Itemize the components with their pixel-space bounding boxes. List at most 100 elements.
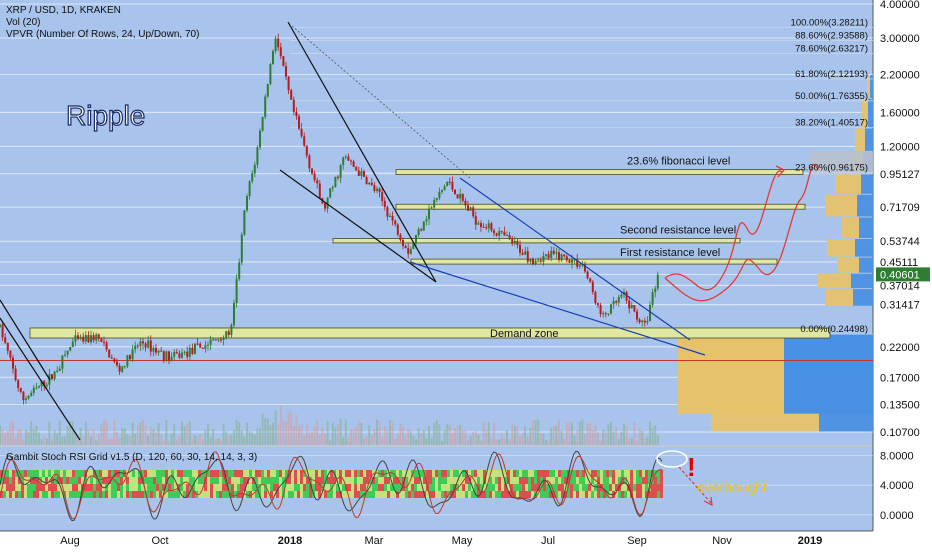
osc-grid-cell	[636, 484, 639, 491]
osc-grid-cell	[60, 484, 63, 491]
volume-bar	[209, 437, 212, 445]
time-axis-label: 2018	[278, 535, 302, 547]
osc-grid-cell	[399, 491, 402, 498]
volume-bar	[64, 436, 66, 445]
osc-grid-cell	[510, 491, 513, 498]
volume-bar	[134, 433, 137, 445]
osc-grid-cell	[144, 491, 147, 498]
volume-bar	[35, 425, 38, 445]
candle-body	[521, 252, 524, 255]
candle-body	[64, 354, 66, 356]
osc-grid-cell	[231, 491, 234, 498]
osc-grid-cell	[441, 491, 444, 498]
volume-bar	[0, 424, 1, 445]
osc-grid-cell	[633, 484, 636, 491]
annotations-layer: 100.00%(3.28211) 88.60%(2.93588)78.60%(2.…	[490, 17, 868, 340]
volume-bar	[487, 421, 490, 445]
osc-grid-cell	[57, 470, 60, 477]
osc-grid-cell	[603, 477, 606, 484]
volume-bar	[521, 433, 524, 445]
osc-grid-cell	[15, 470, 18, 477]
osc-grid-cell	[66, 470, 69, 477]
candle-body	[597, 303, 599, 306]
osc-grid-cell	[573, 470, 576, 477]
vpvr-row-up	[868, 98, 873, 128]
osc-grid-cell	[507, 470, 510, 477]
volume-bar	[261, 413, 264, 445]
osc-grid-cell	[177, 470, 180, 477]
osc-grid-cell	[273, 484, 276, 491]
candle-body	[207, 344, 209, 346]
volume-bar	[103, 419, 105, 445]
osc-grid-cell	[381, 477, 384, 484]
osc-grid-cell	[405, 491, 408, 498]
volume-bar	[74, 431, 77, 445]
osc-grid-cell	[276, 491, 279, 498]
volume-bar	[12, 421, 14, 445]
volume-bar	[251, 432, 254, 445]
candle-body	[170, 356, 173, 361]
volume-bar	[139, 422, 142, 445]
candle-body	[594, 292, 597, 304]
osc-grid-cell	[531, 470, 534, 477]
candle-body	[9, 350, 12, 358]
osc-grid-cell	[513, 491, 516, 498]
osc-grid-cell	[549, 477, 552, 484]
volume-bar	[633, 421, 636, 445]
osc-grid-cell	[18, 477, 21, 484]
volume-bar	[285, 421, 287, 445]
osc-grid-cell	[132, 491, 135, 498]
osc-grid-cell	[429, 491, 432, 498]
osc-grid-cell	[636, 491, 639, 498]
osc-grid-cell	[69, 491, 72, 498]
vpvr-row-up	[859, 217, 873, 239]
candle-body	[469, 207, 472, 211]
volume-bar	[482, 421, 485, 445]
osc-grid-cell	[615, 470, 618, 477]
candle-body	[25, 398, 27, 400]
osc-grid-cell	[342, 470, 345, 477]
osc-grid-cell	[240, 477, 243, 484]
osc-grid-cell	[558, 484, 561, 491]
osc-grid-cell	[129, 491, 132, 498]
vpvr-row-up	[861, 174, 873, 194]
volume-bar	[79, 427, 82, 445]
osc-grid-cell	[3, 477, 6, 484]
volume-bar	[217, 438, 220, 445]
candle-body	[409, 248, 412, 254]
candle-body	[282, 56, 285, 67]
candle-body	[14, 368, 17, 381]
osc-grid-cell	[216, 484, 219, 491]
osc-grid-cell	[549, 484, 552, 491]
candle-body	[378, 188, 381, 192]
osc-grid-cell	[351, 491, 354, 498]
osc-grid-cell	[123, 491, 126, 498]
osc-grid-cell	[105, 491, 108, 498]
candle-body	[266, 83, 269, 97]
osc-grid-cell	[174, 491, 177, 498]
osc-grid-cell	[81, 470, 84, 477]
osc-grid-cell	[228, 477, 231, 484]
volume-bar	[555, 425, 558, 445]
volume-bar	[220, 440, 222, 445]
volume-bar	[194, 435, 196, 445]
osc-grid-cell	[516, 491, 519, 498]
candle-body	[261, 116, 264, 131]
candle-body	[235, 279, 238, 303]
volume-bar	[412, 436, 415, 445]
volume-bar	[643, 437, 646, 445]
osc-grid-cell	[615, 491, 618, 498]
volume-bar	[630, 438, 633, 445]
osc-grid-cell	[45, 491, 48, 498]
volume-bar	[581, 419, 584, 445]
osc-grid-cell	[645, 470, 648, 477]
volume-bar	[485, 429, 488, 445]
osc-grid-cell	[390, 484, 393, 491]
price-axis-label: 0.53744	[880, 236, 920, 248]
osc-grid-cell	[633, 491, 636, 498]
candle-body	[495, 233, 498, 236]
candle-body	[35, 387, 38, 389]
osc-grid-cell	[657, 484, 660, 491]
osc-grid-cell	[357, 470, 360, 477]
osc-grid-cell	[33, 477, 36, 484]
